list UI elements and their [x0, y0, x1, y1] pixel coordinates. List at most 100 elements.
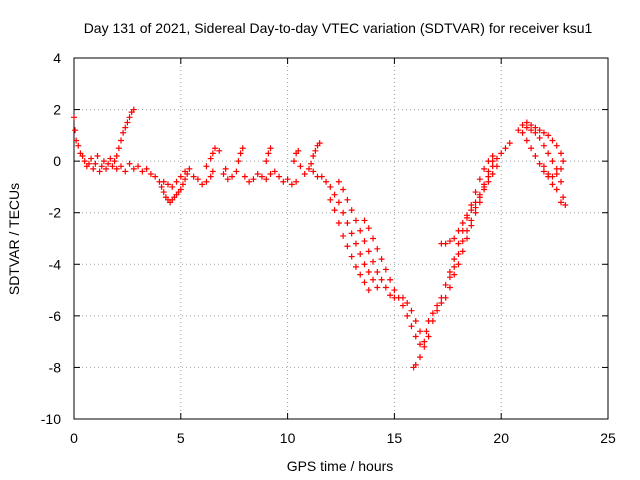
x-tick-label: 25 — [600, 430, 616, 446]
data-point — [455, 250, 462, 257]
data-point — [523, 137, 530, 144]
data-point — [549, 137, 556, 144]
data-point — [179, 181, 186, 188]
data-point — [468, 207, 475, 214]
data-point — [399, 302, 406, 309]
data-point — [421, 343, 428, 350]
data-point — [291, 158, 298, 165]
data-point — [344, 220, 351, 227]
y-tick-label: -2 — [49, 205, 62, 221]
y-tick-label: -10 — [41, 411, 61, 427]
data-point — [81, 158, 88, 165]
data-point — [122, 168, 129, 175]
data-point — [553, 186, 560, 193]
data-point — [216, 147, 223, 154]
data-point — [126, 114, 133, 121]
data-point — [404, 312, 411, 319]
data-point — [139, 168, 146, 175]
x-tick-label: 15 — [387, 430, 403, 446]
y-axis-label: SDTVAR / TECUs — [6, 183, 22, 295]
data-point — [412, 361, 419, 368]
data-point — [361, 238, 368, 245]
data-point — [434, 307, 441, 314]
data-point — [209, 150, 216, 157]
data-point — [528, 145, 535, 152]
data-point — [468, 217, 475, 224]
data-point — [160, 178, 167, 185]
x-axis-label: GPS time / hours — [287, 458, 394, 474]
data-point — [387, 292, 394, 299]
data-point — [344, 196, 351, 203]
axis-ticks: 0 5 10 15 20 25 -10 -8 -6 -4 -2 0 2 4 — [41, 50, 616, 446]
data-point — [562, 201, 569, 208]
data-point — [246, 178, 253, 185]
data-point — [265, 150, 272, 157]
data-point — [382, 284, 389, 291]
data-point — [105, 160, 112, 167]
data-point — [335, 220, 342, 227]
data-point — [545, 171, 552, 178]
data-point — [316, 140, 323, 147]
data-point — [408, 323, 415, 330]
data-point — [220, 171, 227, 178]
data-point — [222, 165, 229, 172]
data-point — [387, 276, 394, 283]
data-point — [331, 191, 338, 198]
data-point — [310, 152, 317, 159]
data-point — [417, 354, 424, 361]
data-point — [528, 127, 535, 134]
data-point — [472, 204, 479, 211]
data-point — [250, 176, 257, 183]
data-point — [382, 266, 389, 273]
data-point — [109, 163, 116, 170]
data-point — [519, 122, 526, 129]
data-point — [558, 199, 565, 206]
data-point — [75, 142, 82, 149]
data-point — [276, 173, 283, 180]
x-tick-label: 0 — [70, 430, 78, 446]
data-point — [485, 173, 492, 180]
data-point — [85, 160, 92, 167]
data-point — [459, 248, 466, 255]
data-point — [301, 171, 308, 178]
data-point — [536, 160, 543, 167]
data-point — [126, 160, 133, 167]
data-point — [472, 199, 479, 206]
data-point — [122, 124, 129, 131]
data-point — [73, 137, 80, 144]
data-point — [308, 160, 315, 167]
data-point — [267, 171, 274, 178]
data-point — [468, 222, 475, 229]
data-point — [194, 176, 201, 183]
data-point — [327, 183, 334, 190]
data-point — [348, 253, 355, 260]
data-point — [88, 155, 95, 162]
data-point — [224, 176, 231, 183]
data-point — [312, 147, 319, 154]
data-point — [489, 152, 496, 159]
data-point — [207, 155, 214, 162]
data-point — [263, 158, 270, 165]
data-point — [365, 225, 372, 232]
data-point — [540, 129, 547, 136]
data-point — [357, 227, 364, 234]
data-point — [549, 158, 556, 165]
data-point — [365, 287, 372, 294]
data-point — [523, 119, 530, 126]
y-tick-label: -4 — [49, 256, 62, 272]
data-point — [147, 171, 154, 178]
data-point — [182, 176, 189, 183]
data-point — [92, 160, 99, 167]
data-point — [446, 284, 453, 291]
data-point — [429, 310, 436, 317]
data-point — [378, 276, 385, 283]
data-point — [120, 129, 127, 136]
data-point — [331, 207, 338, 214]
data-point — [173, 178, 180, 185]
data-point — [209, 168, 216, 175]
data-point — [417, 328, 424, 335]
data-point — [455, 261, 462, 268]
data-point — [237, 150, 244, 157]
data-point — [429, 318, 436, 325]
data-point — [241, 173, 248, 180]
